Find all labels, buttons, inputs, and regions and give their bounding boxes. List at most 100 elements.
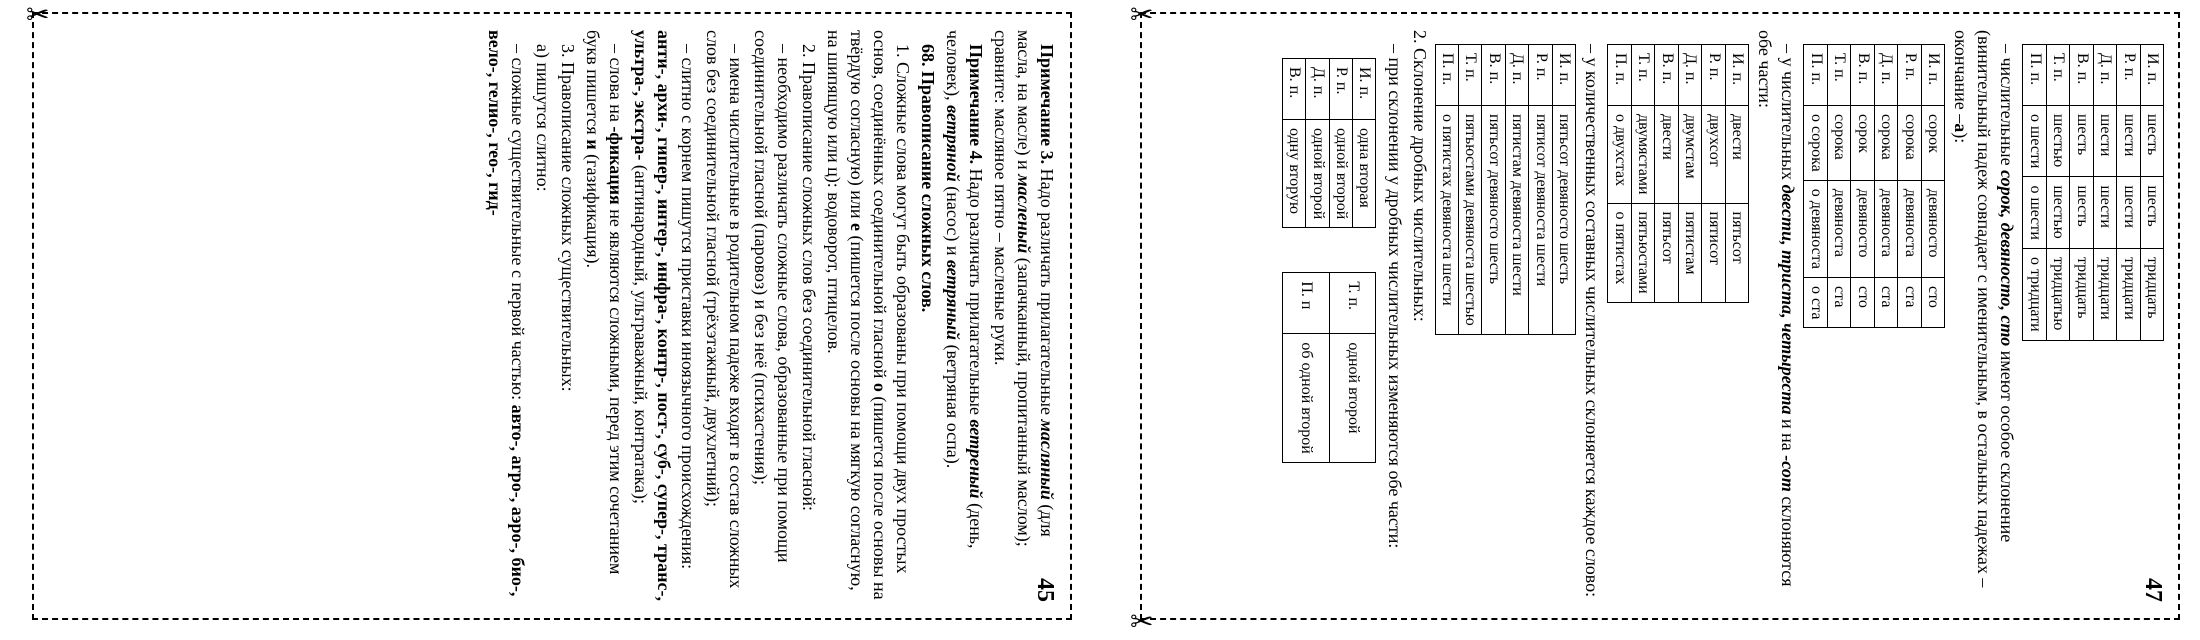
card-47: 47 И. п.шестьшестьтридцатьР. п.шестишест… <box>1140 12 2180 620</box>
page-number-47: 47 <box>2137 578 2168 602</box>
table-cell: пятьюстами <box>1631 203 1654 302</box>
para-3: 3. Правописание сложных существительных: <box>556 30 579 602</box>
table-cell: двести <box>1725 106 1748 204</box>
table-cell: П. п. <box>1804 45 1827 106</box>
table-cell: В. п. <box>1851 45 1874 106</box>
table-200-500: И. п.двестипятьсотР. п.двухсотпятисотД. … <box>1607 44 1749 303</box>
table-cell: тридцать <box>2070 248 2093 340</box>
table-cell: ста <box>1827 278 1850 328</box>
table-cell: о тридцати <box>2023 248 2046 340</box>
table-cell: пятьсот девяносто шесть <box>1552 106 1575 335</box>
table-cell: Д. п. <box>1505 45 1528 106</box>
scissors-icon: ✂ <box>1130 0 1153 32</box>
table-cell: шестью <box>2046 177 2069 248</box>
table-cell: пятьсот девяносто шесть <box>1482 106 1505 335</box>
scissors-icon: ✂ <box>1130 605 1153 639</box>
table-cell: сто <box>1851 278 1874 328</box>
table-cell: сорока <box>1874 106 1897 181</box>
table-fraction-b: Т. п.одной второйП. поб одной второй <box>1282 272 1377 462</box>
table-cell: В. п. <box>1482 45 1505 106</box>
table-cell: пятьюстами девяноста шестью <box>1459 106 1482 335</box>
table-cell: П. п <box>1282 273 1329 334</box>
card-45: 45 Примечание 3. Надо различать прилагат… <box>32 12 1072 620</box>
table-cell: двухсот <box>1702 106 1725 204</box>
note3: Примечание 3. Надо различать прилагатель… <box>989 30 1058 602</box>
table-cell: шестью <box>2046 106 2069 177</box>
table-cell: П. п. <box>1435 45 1458 106</box>
section-2-title: 2. Склонение дробных числительных: <box>1408 30 1431 602</box>
table-cell: о пятистах <box>1608 203 1631 302</box>
table-cell: Т. п. <box>2046 45 2069 106</box>
table-cell: о шести <box>2023 177 2046 248</box>
table-cell: шесть <box>2070 177 2093 248</box>
table-cell: одной второй <box>1306 120 1329 228</box>
section-68-title: 68. Правописание сложных слов. <box>916 30 939 602</box>
table-cell: Т. п. <box>1827 45 1850 106</box>
table-cell: одной второй <box>1329 334 1376 462</box>
table-cell: П. п. <box>2023 45 2046 106</box>
scissors-icon: ✂ <box>26 0 49 32</box>
bullet-1: – необходимо различать сложные слова, об… <box>749 30 795 602</box>
table-cell: Т. п. <box>1631 45 1654 106</box>
bullet-5: – сложные существительные с первой часть… <box>483 30 529 602</box>
para-1: 1. Сложные слова могут быть образованы п… <box>822 30 914 602</box>
table-cell: девяносто <box>1921 180 1944 277</box>
table-cell: Р. п. <box>2117 45 2140 106</box>
table-cell: шести <box>2117 106 2140 177</box>
table-cell: И. п. <box>1725 45 1748 106</box>
table-cell: И. п. <box>2140 45 2163 106</box>
table-cell: шесть <box>2140 177 2163 248</box>
table-cell: тридцать <box>2140 248 2163 340</box>
table-cell: ста <box>1874 278 1897 328</box>
table-cell: В. п. <box>2070 45 2093 106</box>
table-cell: одной второй <box>1329 120 1352 228</box>
table-cell: о ста <box>1804 278 1827 328</box>
page-container: 45 Примечание 3. Надо различать прилагат… <box>0 0 2200 640</box>
table-cell: сорок <box>1921 106 1944 181</box>
bullet-4: – слова на -фикация не являются сложными… <box>581 30 627 602</box>
p4: – при склонении у дробных числительных и… <box>1383 30 1406 602</box>
table-cell: Т. п. <box>1329 273 1376 334</box>
table-cell: И. п. <box>1353 59 1376 120</box>
table-cell: девяноста <box>1827 180 1850 277</box>
table-cell: Р. п. <box>1898 45 1921 106</box>
table-cell: о шести <box>2023 106 2046 177</box>
table-cell: о пятистах девяноста шести <box>1435 106 1458 335</box>
table-cell: об одной второй <box>1282 334 1329 462</box>
table-cell: тридцатью <box>2046 248 2069 340</box>
table-cell: тридцати <box>2093 248 2116 340</box>
table-cell: девяносто <box>1851 180 1874 277</box>
table-cell: о двухстах <box>1608 106 1631 204</box>
table-cell: Д. п. <box>1306 59 1329 120</box>
p3: – у количественных составных числительны… <box>1580 30 1603 602</box>
table-cell: пятьсот <box>1725 203 1748 302</box>
table-cell: сорока <box>1827 106 1850 181</box>
p2: – у числительных двести, триста, четырес… <box>1753 30 1799 602</box>
table-cell: П. п. <box>1608 45 1631 106</box>
para-2: 2. Правописание сложных слов без соедини… <box>797 30 820 602</box>
table-cell: Д. п. <box>2093 45 2116 106</box>
table-cell: шести <box>2093 106 2116 177</box>
table-cell: шести <box>2117 177 2140 248</box>
bullet-2: – имена числительные в родительном падеж… <box>701 30 747 602</box>
table-cell: пятисот <box>1702 203 1725 302</box>
table-cell: В. п. <box>1655 45 1678 106</box>
table-cell: Т. п. <box>1459 45 1482 106</box>
table-cell: ста <box>1898 278 1921 328</box>
table-cell: двумстам <box>1678 106 1701 204</box>
table-cell: девяноста <box>1898 180 1921 277</box>
table-cell: двумястами <box>1631 106 1654 204</box>
table-cell: одна вторая <box>1353 120 1376 228</box>
table-cell: о сорока <box>1804 106 1827 181</box>
table-cell: Р. п. <box>1702 45 1725 106</box>
table-cell: сорока <box>1898 106 1921 181</box>
table-cell: одну вторую <box>1282 120 1305 228</box>
page-number-45: 45 <box>1029 578 1060 602</box>
p1: – числительные сорок, девяносто, сто име… <box>1949 30 2018 602</box>
table-cell: И. п. <box>1552 45 1575 106</box>
table-cell: сто <box>1921 278 1944 328</box>
table-cell: сорок <box>1851 106 1874 181</box>
table-6-30: И. п.шестьшестьтридцатьР. п.шестишеститр… <box>2022 44 2164 341</box>
table-596: И. п.пятьсот девяносто шестьР. п.пятисот… <box>1435 44 1577 335</box>
table-cell: В. п. <box>1282 59 1305 120</box>
